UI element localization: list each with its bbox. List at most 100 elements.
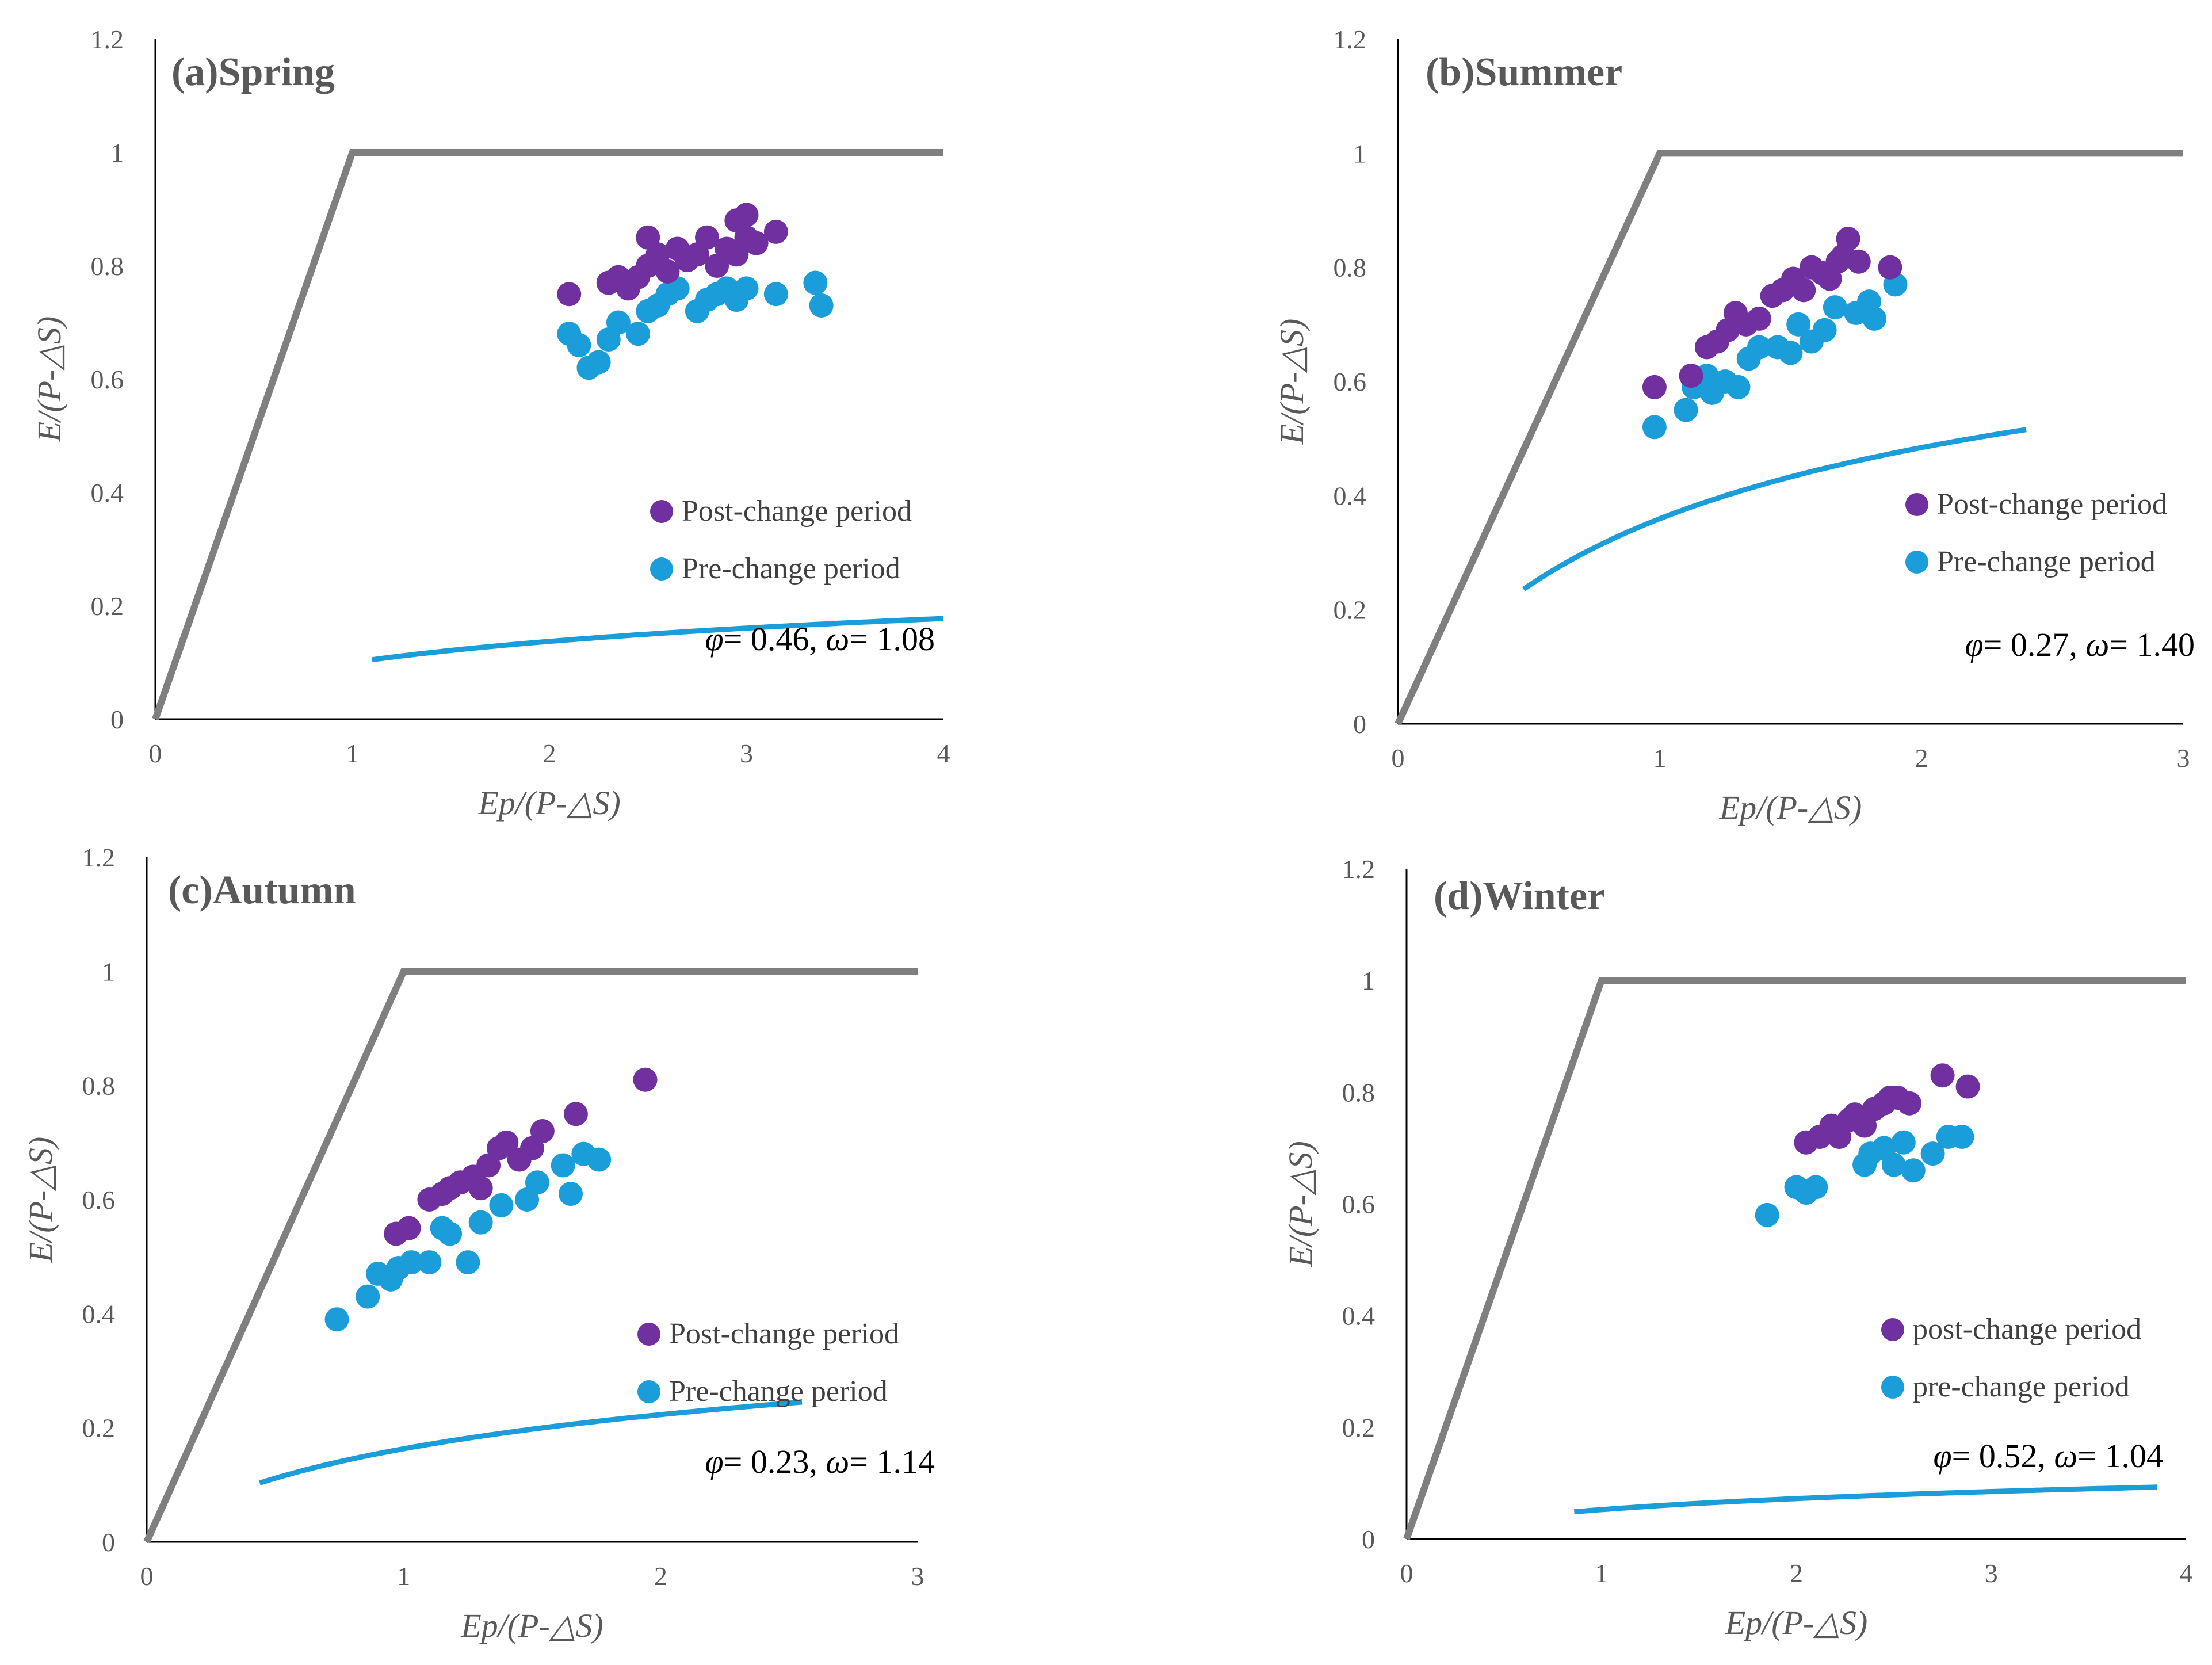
post-change-point [1897,1091,1921,1116]
post-change-point [530,1119,555,1143]
fitted-curve [372,616,944,663]
pre-change-point [1901,1158,1926,1183]
post-change-point [494,1130,519,1155]
parameter-label: φ= 0.27, ω= 1.40 [1965,626,2195,663]
panel-2: 0 1 2 3 0 0.2 0.4 0.6 0.8 1 1.2 Ep/(P-△S) E/(P-△S) (b… [1273,25,2195,826]
pre-change-point [324,1307,349,1332]
legend-label: Pre-change period [682,552,900,585]
x-axis-title: Ep/(P-△S) [1719,789,1862,826]
y-tick-label: 0 [1353,709,1366,739]
pre-change-point [489,1193,514,1217]
x-tick-label: 1 [397,1561,410,1591]
pre-change-point [1823,295,1847,320]
post-change-point [1955,1074,1980,1099]
x-tick-label: 3 [1985,1559,1998,1588]
post-change-point [1836,227,1860,251]
fitted-curve [1522,427,2027,591]
pre-change-point [763,282,788,307]
pre-change-point [1786,312,1811,337]
legend-label: pre-change period [1913,1370,2130,1403]
pre-change-point [809,293,834,318]
pre-change-point [587,1147,612,1172]
pre-change-point [626,322,651,346]
y-axis-title: E/(P-△S) [22,1137,59,1263]
y-tick-label: 0.2 [82,1414,116,1443]
budyko-limit-line [1395,150,2183,725]
panel-4: 0 1 2 3 4 0 0.2 0.4 0.6 0.8 1 1.2 Ep/(P-△S) E/(P-△S) (… [1282,854,2193,1641]
pre-change-point [551,1153,575,1178]
x-tick-label: 2 [1790,1559,1803,1588]
y-tick-label: 1 [1353,139,1366,168]
y-tick-label: 1 [110,138,124,167]
pre-change-point [438,1221,463,1246]
y-tick-label: 0 [102,1527,115,1557]
post-change-point [734,203,759,227]
post-change-point [1930,1063,1955,1088]
panel-3: 0 1 2 3 0 0.2 0.4 0.6 0.8 1 1.2 Ep/(P-△S) E/(P-△S) (c… [22,843,935,1644]
post-change-point [1747,306,1771,331]
panel-title: (c)Autumn [168,868,356,912]
panel-1: 0 1 2 3 4 0 0.2 0.4 0.6 0.8 1 1.2 Ep/(P-△S) E/(P-△S) (… [30,25,950,822]
legend-label: post-change period [1913,1313,2141,1346]
pre-change-point [1804,1175,1828,1200]
pre-change-point [1812,318,1837,342]
post-change-point [695,225,719,250]
x-tick-label: 0 [149,739,162,768]
y-axis-title: E/(P-△S) [1273,319,1311,445]
pre-change-point [1778,341,1803,365]
x-tick-label: 4 [2180,1559,2193,1588]
pre-change-point [456,1250,480,1275]
legend-marker [650,500,673,523]
pre-change-point [1726,375,1751,399]
y-tick-label: 0 [110,705,124,734]
legend-marker [1905,493,1928,516]
x-tick-label: 3 [740,739,753,768]
post-change-point [1878,255,1902,280]
y-tick-label: 1.2 [91,25,124,54]
x-axis-title: Ep/(P-△S) [1725,1604,1868,1641]
pre-change-point [559,1182,583,1206]
legend-marker [1881,1318,1904,1341]
y-tick-label: 0.4 [1334,481,1367,510]
x-tick-label: 2 [654,1561,667,1591]
y-tick-label: 0.8 [1342,1078,1376,1107]
y-tick-label: 0.6 [1342,1190,1376,1219]
post-change-point [1642,375,1667,399]
panel-title: (b)Summer [1426,50,1622,94]
legend-label: Pre-change period [1937,545,2156,578]
y-tick-label: 1 [102,957,115,986]
legend-label: Post-change period [1937,488,2167,521]
x-axis-title: Ep/(P-△S) [477,784,621,822]
parameter-label: φ= 0.23, ω= 1.14 [705,1443,935,1480]
pre-change-point [1891,1130,1916,1155]
y-tick-label: 0 [1362,1525,1375,1554]
budyko-limit-line [143,968,918,1544]
pre-change-point [803,270,828,295]
pre-change-point [567,333,591,357]
pre-change-point [399,1250,424,1275]
y-tick-label: 1.2 [1334,25,1367,54]
y-tick-label: 0.2 [1342,1413,1376,1442]
x-tick-label: 1 [1595,1559,1608,1588]
budyko-limit-line [1403,977,2186,1540]
pre-change-point [1674,398,1698,422]
y-tick-label: 0.4 [82,1299,116,1328]
fitted-curve [259,1399,803,1485]
post-change-point [1679,364,1703,388]
post-change-point [563,1102,588,1126]
x-tick-label: 1 [1653,743,1667,773]
y-tick-label: 0.6 [82,1185,116,1215]
y-tick-label: 0.4 [1342,1301,1376,1331]
x-tick-label: 0 [1400,1559,1413,1588]
legend-label: Post-change period [669,1318,899,1350]
x-tick-label: 4 [937,739,950,768]
pre-change-point [356,1284,380,1309]
x-tick-label: 0 [1392,743,1405,773]
pre-change-point [525,1170,549,1195]
legend-marker [1905,551,1928,574]
pre-change-point [1950,1125,1974,1149]
panel-title: (d)Winter [1434,874,1605,918]
y-axis-title: E/(P-△S) [30,316,68,443]
legend-label: Pre-change period [669,1375,888,1408]
panel-title: (a)Spring [171,50,335,94]
